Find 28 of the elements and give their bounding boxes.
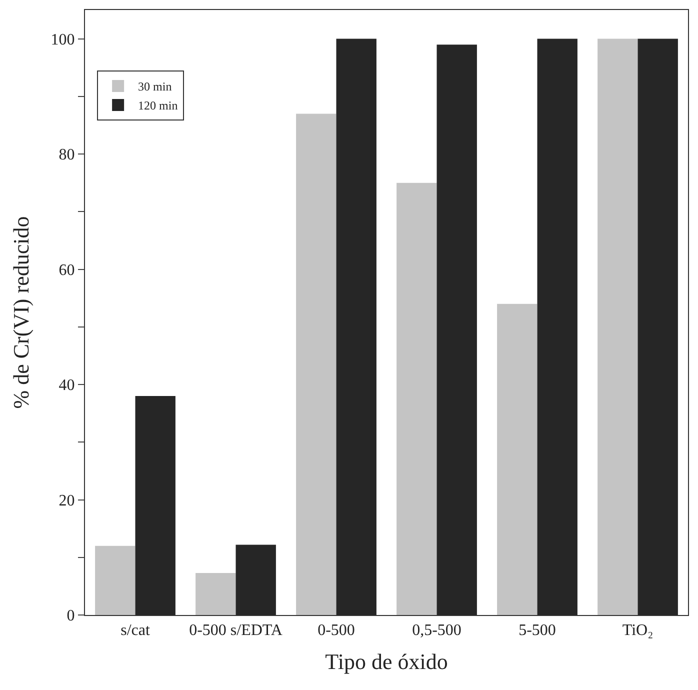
x-tick-label: 0-500 [318,622,355,640]
bar [296,114,336,615]
x-tick-label: 0,5-500 [412,622,462,640]
bar [598,38,638,615]
y-tick-label: 100 [50,31,75,48]
y-axis-title: % de Cr(VI) reducido [8,216,34,409]
bar [537,38,578,615]
x-tick-label: TiO₂ [622,622,654,640]
legend-label: 30 min [138,80,172,94]
bar [497,304,538,615]
x-tick-label: s/cat [120,622,150,640]
bar [436,44,477,615]
bar [95,546,136,615]
bar [396,182,437,615]
y-tick-label: 80 [58,146,75,164]
x-axis-title: Tipo de óxido [325,649,448,674]
x-tick-label: 0-500 s/EDTA [189,622,283,640]
y-tick-label: 0 [66,608,75,625]
y-tick-label: 20 [58,492,75,510]
bar [638,38,678,615]
bar [196,572,236,615]
bar [236,544,276,615]
bar [135,396,176,615]
y-tick-label: 40 [58,377,75,394]
bar [336,38,376,615]
x-tick-label: 5-500 [518,622,556,640]
y-tick-label: 60 [58,262,75,279]
legend-label: 120 min [138,98,178,113]
